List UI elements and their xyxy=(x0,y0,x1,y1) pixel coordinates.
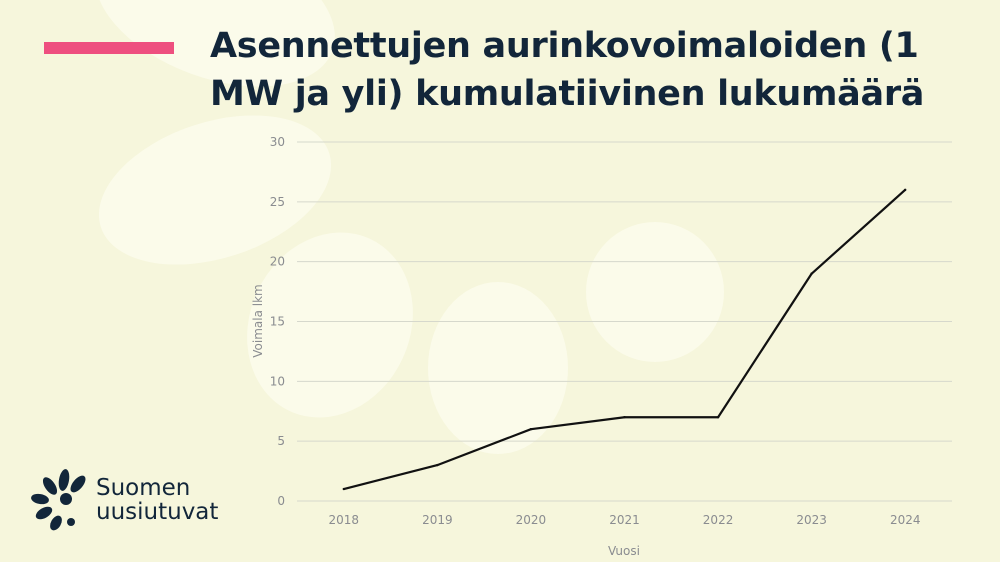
data-point xyxy=(436,463,439,467)
y-tick-label: 25 xyxy=(270,195,285,209)
y-axis-label: Voimala lkm xyxy=(251,284,265,357)
chart-series xyxy=(342,188,907,491)
data-point xyxy=(716,416,720,419)
y-tick-label: 10 xyxy=(270,374,285,388)
sun-petals-icon xyxy=(31,469,86,531)
data-point xyxy=(810,272,813,275)
x-tick-label: 2021 xyxy=(609,513,640,527)
data-point xyxy=(904,188,907,192)
data-point xyxy=(623,416,626,419)
y-tick-label: 30 xyxy=(270,135,285,149)
suomen-uusiutuvat-logo xyxy=(31,469,86,531)
x-axis-ticks: 2018 2019 2020 2021 2022 2023 2024 xyxy=(329,513,921,527)
x-tick-label: 2024 xyxy=(890,513,921,527)
y-tick-label: 20 xyxy=(270,255,285,269)
y-tick-label: 5 xyxy=(277,434,285,448)
y-tick-label: 15 xyxy=(270,315,285,329)
data-point xyxy=(342,487,345,491)
logo-line-2: uusiutuvat xyxy=(96,499,219,525)
chart-grid xyxy=(297,141,952,502)
x-tick-label: 2018 xyxy=(329,513,360,527)
accent-bar xyxy=(44,42,174,54)
series-line xyxy=(343,189,906,491)
x-tick-label: 2019 xyxy=(422,513,453,527)
x-tick-label: 2020 xyxy=(516,513,547,527)
y-axis-ticks: 0 5 10 15 20 25 30 xyxy=(270,135,285,508)
logo-line-1: Suomen xyxy=(96,475,191,501)
logo-wordmark: Suomen uusiutuvat xyxy=(96,476,218,524)
x-tick-label: 2023 xyxy=(796,513,827,527)
data-point xyxy=(529,428,533,431)
x-axis-label: Vuosi xyxy=(608,544,640,558)
page-title: Asennettujen aurinkovoimaloiden (1 MW ja… xyxy=(210,26,925,114)
y-tick-label: 0 xyxy=(277,494,285,508)
x-tick-label: 2022 xyxy=(703,513,734,527)
